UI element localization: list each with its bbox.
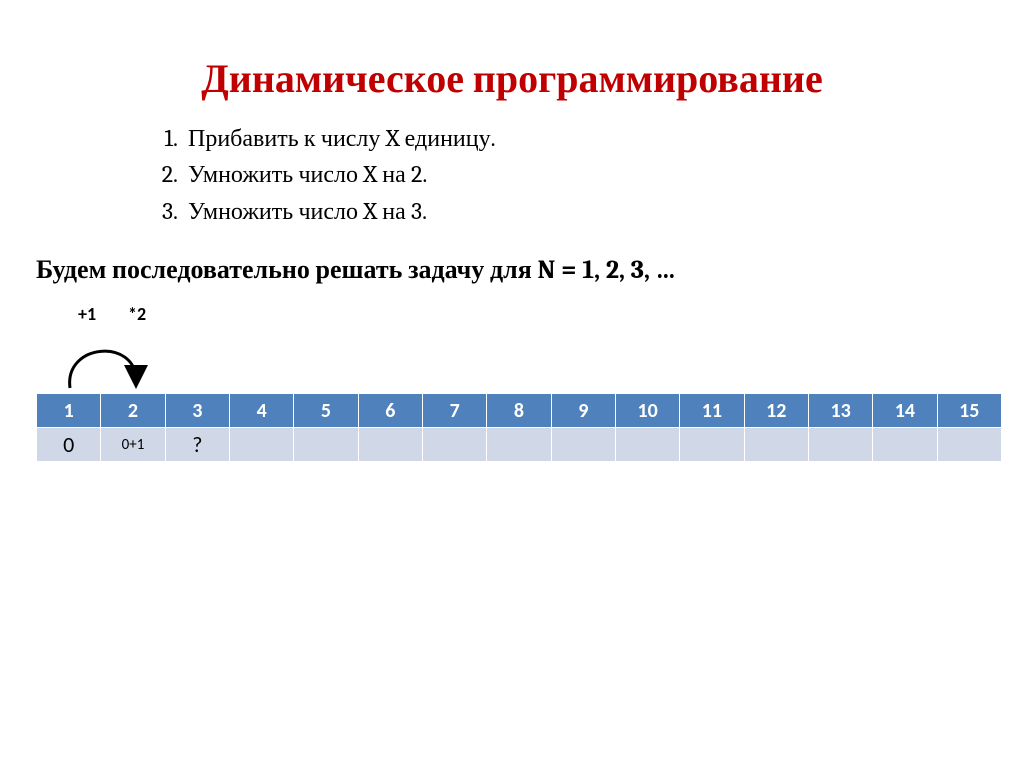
table-cell: 0+1	[101, 428, 165, 462]
table-cell	[808, 428, 872, 462]
table-cell	[422, 428, 486, 462]
list-item: Умножить число X на 2.	[150, 158, 994, 190]
table-header-cell: 10	[615, 394, 679, 428]
table-header-cell: 14	[873, 394, 937, 428]
table-header-cell: 7	[422, 394, 486, 428]
table-cell	[294, 428, 358, 462]
table-header-cell: 4	[229, 394, 293, 428]
table-header-cell: 11	[680, 394, 744, 428]
arrow-label-times2: *2	[128, 303, 146, 325]
page-title: Динамическое программирование	[30, 55, 994, 102]
table-cell	[615, 428, 679, 462]
table-row: 0 0+1 ?	[37, 428, 1002, 462]
table-header-cell: 5	[294, 394, 358, 428]
table-cell	[937, 428, 1001, 462]
table-header-cell: 6	[358, 394, 422, 428]
table-header-cell: 12	[744, 394, 808, 428]
list-item: Умножить число X на 3.	[150, 195, 994, 227]
operations-list: Прибавить к числу X единицу. Умножить чи…	[150, 122, 994, 227]
table-header-cell: 13	[808, 394, 872, 428]
table-cell: 0	[37, 428, 101, 462]
table-cell	[487, 428, 551, 462]
table-cell: ?	[165, 428, 229, 462]
list-item: Прибавить к числу X единицу.	[150, 122, 994, 154]
table-header-cell: 8	[487, 394, 551, 428]
table-cell	[873, 428, 937, 462]
table-header-cell: 15	[937, 394, 1001, 428]
table-header-row: 1 2 3 4 5 6 7 8 9 10 11 12 13 14 15	[37, 394, 1002, 428]
table-header-cell: 3	[165, 394, 229, 428]
table-header-cell: 2	[101, 394, 165, 428]
arrow-label-plus1: +1	[78, 303, 96, 325]
dp-table: 1 2 3 4 5 6 7 8 9 10 11 12 13 14 15 0 0+…	[36, 393, 1002, 462]
table-cell	[680, 428, 744, 462]
arc-arrow-icon	[54, 328, 164, 393]
table-header-cell: 1	[37, 394, 101, 428]
table-header-cell: 9	[551, 394, 615, 428]
table-cell	[551, 428, 615, 462]
slide: Динамическое программирование Прибавить …	[0, 0, 1024, 767]
arrow-diagram: +1 *2	[36, 303, 994, 393]
table-cell	[229, 428, 293, 462]
table-cell	[744, 428, 808, 462]
subhead: Будем последовательно решать задачу для …	[36, 255, 994, 285]
table-cell	[358, 428, 422, 462]
